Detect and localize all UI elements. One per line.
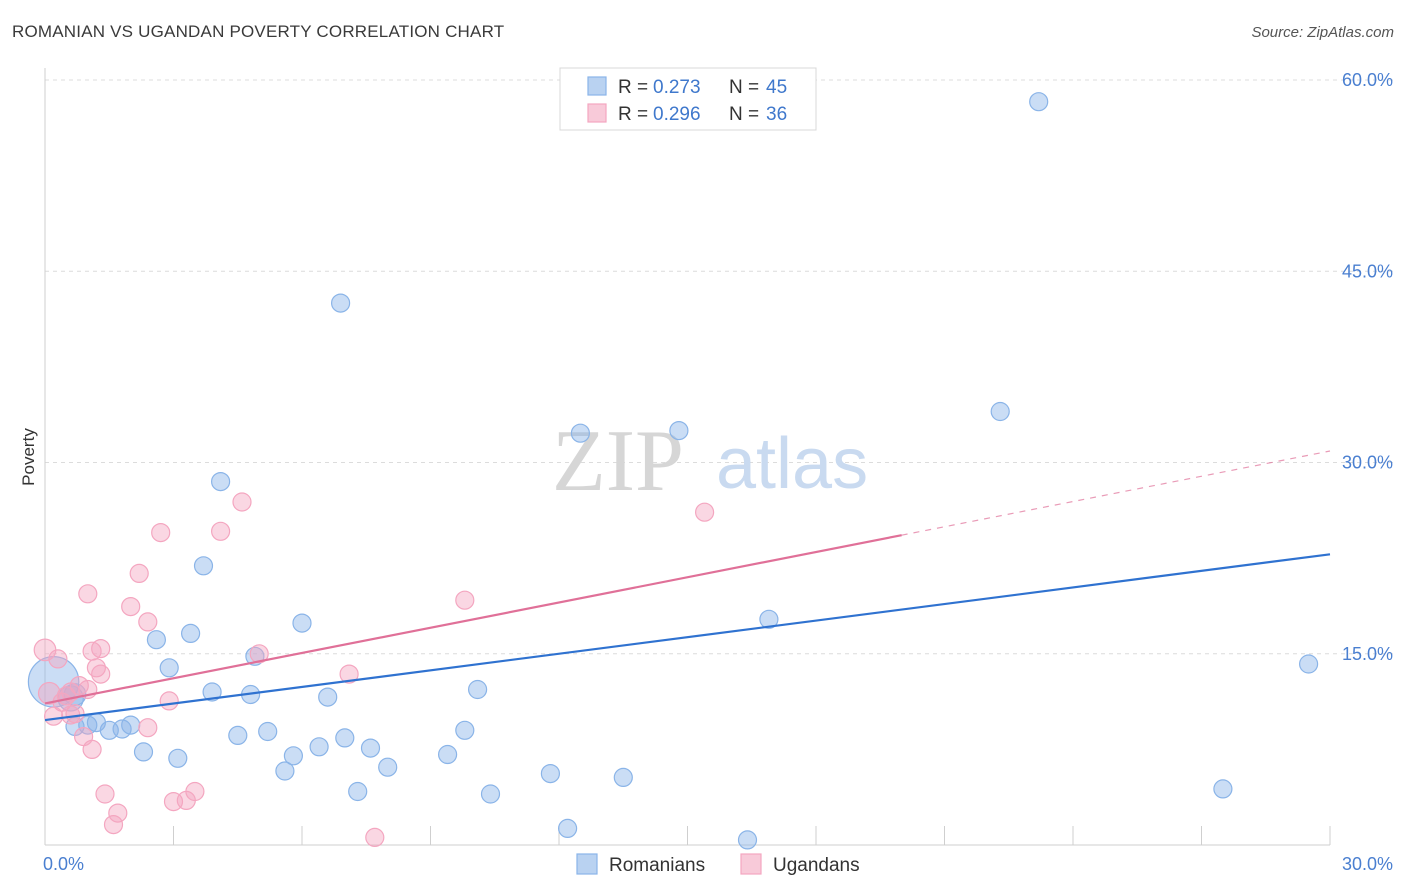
romanians-point [759,609,779,629]
legend-r-label: R = [618,77,648,98]
ugandans-point [91,638,111,659]
ugandans-point [82,739,102,760]
romanians-point [540,763,561,784]
romanians-point [181,623,201,644]
ugandans-point [121,596,141,617]
romanians-point [292,613,312,633]
romanians-point [309,737,329,757]
romanians-trend-line [44,553,1331,722]
legend-r-label: R = [618,104,648,125]
legend-n-value: 45 [766,77,787,98]
romanians-point [737,830,758,850]
x-tick-label: 30.0% [1342,854,1393,874]
watermark-atlas: atlas [716,424,868,504]
ugandans-point [65,704,85,724]
legend-n-label: N = [729,77,759,98]
romanians-point [669,421,689,441]
chart-title: ROMANIAN VS UGANDAN POVERTY CORRELATION … [12,22,505,41]
ugandans-point [455,590,475,610]
romanians-point [283,746,303,766]
y-axis-title: Poverty [19,428,38,486]
romanians-point [480,784,501,804]
ugandans-point [339,664,359,684]
romanians-point [275,761,295,781]
romanians-point [570,423,591,443]
romanians-point [360,738,381,758]
y-tick-label: 45.0% [1342,261,1393,281]
ugandans-point [43,706,64,726]
romanians-point [335,728,355,748]
romanians-point [1029,92,1049,112]
watermark: ZIP atlas [552,413,868,510]
ugandans-point [108,803,128,823]
ugandans-trend-line [44,534,902,705]
romanians-point [1213,779,1233,799]
series-legend-swatch [740,853,762,875]
trend-lines [44,450,1331,722]
ugandans-point [151,522,171,543]
source-credit: Source: ZipAtlas.com [1251,24,1394,41]
ugandans-point [91,664,111,684]
romanians-point [348,781,368,802]
romanians-point [557,818,578,839]
series-legend-swatch [576,853,598,875]
y-tick-label: 30.0% [1342,453,1393,473]
ugandans-point [249,644,269,664]
tick-labels: 15.0% 30.0% 45.0% 60.0% 0.0% 30.0% [43,70,1393,874]
romanians-point [121,715,141,735]
romanians-point [228,725,248,746]
romanians-point [468,679,488,700]
y-tick-label: 60.0% [1342,70,1393,90]
x-tick-label: 0.0% [43,854,84,874]
romanians-point [1298,654,1319,674]
ugandans-point [211,521,231,541]
legend-n-value: 36 [766,104,787,125]
ugandans-point [159,691,179,711]
romanians-point [159,658,179,678]
romanians-point [133,742,154,762]
romanians-point [168,748,188,768]
watermark-zip: ZIP [552,413,684,510]
romanians-point [146,630,166,650]
data-points [27,92,1319,850]
ugandans-point [138,718,158,738]
ugandans-point [48,649,68,669]
legend-r-value: 0.296 [653,104,701,125]
series-legend-label: Romanians [609,855,705,876]
series-legend: Romanians Ugandans [576,853,860,876]
legend-n-label: N = [729,104,759,125]
romanians-point [193,556,214,576]
legend-swatch [587,76,607,96]
romanians-point [258,721,278,742]
ugandans-point [95,784,115,804]
legend-r-value: 0.273 [653,77,701,98]
romanians-point [331,293,351,313]
ugandans-point [103,814,124,835]
ugandans-trend-extension [901,450,1331,536]
romanians-point [202,682,222,702]
ugandans-point [694,502,715,522]
romanians-point [990,401,1010,422]
series-legend-label: Ugandans [773,855,860,876]
ugandans-point [185,781,205,802]
gridlines [45,79,1395,655]
y-tick-label: 15.0% [1342,644,1393,664]
romanians-point [613,767,633,788]
legend-swatch [587,103,607,123]
ugandans-point [78,584,98,604]
axes [44,68,1331,846]
ugandans-point [138,612,158,632]
romanians-point [378,757,398,777]
romanians-point [318,687,338,707]
romanians-point [438,744,458,765]
ugandans-point [129,563,149,584]
ugandans-point [232,492,252,512]
ugandans-point [365,827,385,848]
romanians-point [455,720,475,740]
romanians-point [211,472,231,492]
correlation-legend: R = 0.273 N = 45 R = 0.296 N = 36 [559,67,817,131]
